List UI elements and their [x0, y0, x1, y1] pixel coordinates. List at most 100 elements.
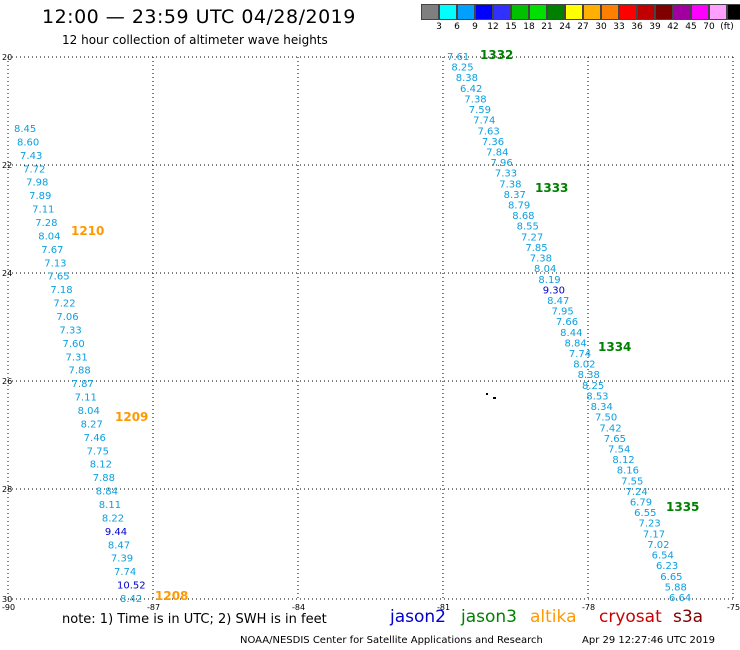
- wave-height-value: 7.17: [643, 529, 665, 540]
- wave-height-value: 8.68: [512, 211, 534, 222]
- legend-label: 18: [523, 22, 535, 32]
- wave-height-value: 7.42: [599, 423, 621, 434]
- latitude-label: 22: [2, 161, 12, 170]
- wave-height-value: 7.28: [35, 218, 57, 229]
- latitude-label: 20: [2, 53, 12, 62]
- wave-height-value: 8.84: [565, 338, 587, 349]
- wave-height-value: 7.23: [639, 519, 661, 530]
- wave-height-value: 7.18: [50, 285, 72, 296]
- wave-height-value: 7.96: [491, 158, 513, 169]
- wave-height-value: 7.98: [26, 178, 48, 189]
- wave-height-value: 7.27: [521, 232, 543, 243]
- wave-height-value: 7.75: [87, 446, 109, 457]
- wave-height-value: 7.65: [47, 272, 69, 283]
- wave-height-value: 7.60: [62, 339, 84, 350]
- legend-label: 9: [472, 22, 478, 32]
- color-scale-labels: 3 6 9 12 15 18 21 24 27 30 33 36 39 42 45 70 (ft): [421, 22, 740, 34]
- pass-time-label: 1335: [666, 500, 699, 514]
- wave-height-value: 6.65: [660, 572, 682, 583]
- wave-height-value: 8.55: [517, 222, 539, 233]
- wave-height-value: 8.37: [504, 190, 526, 201]
- wave-height-value: 8.11: [99, 500, 121, 511]
- legend-label: 24: [559, 22, 571, 32]
- wave-height-value: 7.38: [530, 254, 552, 265]
- wave-height-value: 8.53: [586, 391, 608, 402]
- latitude-label: 28: [2, 485, 12, 494]
- wave-height-value: 7.85: [525, 243, 547, 254]
- legend-label: 6: [454, 22, 460, 32]
- wave-height-value: 7.84: [486, 147, 508, 158]
- legend-swatch: [601, 4, 619, 20]
- wave-height-value: 7.33: [59, 325, 81, 336]
- satellite-altika: altika: [530, 607, 577, 627]
- wave-height-value: 8.16: [617, 466, 639, 477]
- legend-label: 70: [703, 22, 715, 32]
- wave-height-value: 7.22: [53, 299, 75, 310]
- timestamp-text: Apr 29 12:27:46 UTC 2019: [582, 635, 715, 646]
- wave-height-value: 10.52: [117, 581, 146, 592]
- legend-swatch: [637, 4, 655, 20]
- longitude-label: -90: [2, 603, 15, 612]
- wave-height-value: 8.04: [38, 231, 60, 242]
- wave-height-value: 7.74: [473, 116, 495, 127]
- wave-height-value: 6.55: [634, 508, 656, 519]
- footer-note: note: 1) Time is in UTC; 2) SWH is in fe…: [62, 612, 327, 627]
- wave-height-value: 8.27: [81, 419, 103, 430]
- wave-height-value: 8.60: [17, 137, 39, 148]
- longitude-label: -75: [727, 603, 740, 612]
- wave-height-value: 7.67: [41, 245, 63, 256]
- wave-height-value: 7.11: [32, 205, 54, 216]
- wave-height-value: 7.66: [556, 317, 578, 328]
- pass-time-label: 1209: [115, 410, 148, 424]
- legend-swatch: [691, 4, 709, 20]
- wave-height-value: 8.42: [120, 594, 142, 605]
- wave-height-value: 7.95: [551, 307, 573, 318]
- legend-label: 3: [436, 22, 442, 32]
- wave-height-value: 8.38: [578, 370, 600, 381]
- satellite-cryosat: cryosat: [599, 607, 662, 627]
- wave-height-value: 7.50: [595, 413, 617, 424]
- wave-height-value: 7.06: [56, 312, 78, 323]
- wave-height-value: 7.74: [569, 349, 591, 360]
- wave-height-value: 7.43: [20, 151, 42, 162]
- legend-swatch: [529, 4, 547, 20]
- longitude-label: -78: [582, 603, 595, 612]
- wave-height-value: 9.44: [105, 527, 127, 538]
- wave-height-value: 7.74: [114, 567, 136, 578]
- legend-label: 30: [595, 22, 607, 32]
- wave-height-value: 7.24: [625, 487, 647, 498]
- stray-mark: [486, 393, 488, 395]
- wave-height-value: 7.88: [93, 473, 115, 484]
- wave-height-value: 7.33: [495, 169, 517, 180]
- latitude-label: 26: [2, 377, 12, 386]
- legend-swatch: [565, 4, 583, 20]
- wave-height-value: 8.22: [102, 513, 124, 524]
- wave-height-value: 5.88: [665, 582, 687, 593]
- legend-swatch: [655, 4, 673, 20]
- legend-label: 45: [685, 22, 697, 32]
- wave-height-value: 8.45: [14, 124, 36, 135]
- wave-height-value: 8.04: [78, 406, 100, 417]
- legend-swatch: [475, 4, 493, 20]
- wave-height-value: 8.38: [456, 73, 478, 84]
- satellite-jason2: jason2: [390, 607, 446, 627]
- legend-label: 27: [577, 22, 589, 32]
- wave-height-value: 7.54: [608, 444, 630, 455]
- wave-height-value: 8.44: [560, 328, 582, 339]
- wave-height-value: 8.12: [90, 460, 112, 471]
- wave-height-value: 7.87: [72, 379, 94, 390]
- wave-height-value: 8.84: [96, 487, 118, 498]
- legend-label: 33: [613, 22, 625, 32]
- pass-time-label: 1210: [71, 224, 104, 238]
- wave-height-value: 8.25: [582, 381, 604, 392]
- satellite-jason3: jason3: [461, 607, 517, 627]
- legend-swatch: [457, 4, 475, 20]
- wave-height-value: 8.47: [108, 540, 130, 551]
- wave-height-value: 6.54: [652, 551, 674, 562]
- legend-swatch: [547, 4, 565, 20]
- wave-height-value: 7.88: [69, 366, 91, 377]
- wave-height-value: 7.13: [44, 258, 66, 269]
- wave-height-value: 7.46: [84, 433, 106, 444]
- wave-height-value: 8.19: [538, 275, 560, 286]
- wave-height-value: 7.39: [111, 554, 133, 565]
